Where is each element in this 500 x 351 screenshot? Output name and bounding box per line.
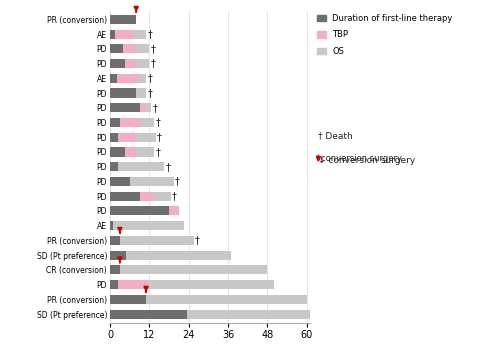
Bar [110, 133, 118, 142]
Bar [110, 29, 115, 39]
Bar [110, 295, 146, 304]
Text: †: † [148, 29, 152, 39]
Bar [110, 44, 150, 53]
Bar [123, 44, 134, 53]
Text: †: † [195, 236, 200, 245]
Bar [110, 295, 306, 304]
Text: †: † [156, 118, 160, 127]
Text: †: † [156, 147, 160, 157]
Text: † Death: † Death [318, 131, 353, 140]
Bar [110, 118, 154, 127]
Bar [110, 310, 310, 319]
Text: †: † [152, 103, 157, 113]
Legend: Duration of first-line therapy, TBP, OS: Duration of first-line therapy, TBP, OS [314, 11, 456, 59]
Bar [110, 177, 174, 186]
Bar [110, 310, 187, 319]
Bar [110, 29, 146, 39]
Bar [125, 147, 136, 157]
Bar [125, 59, 136, 68]
Bar [140, 192, 152, 201]
Text: †: † [150, 44, 156, 54]
Bar [110, 162, 118, 171]
Text: †: † [148, 88, 152, 98]
Bar [110, 162, 164, 171]
Bar [110, 265, 120, 274]
Bar [110, 251, 232, 260]
Bar [110, 118, 120, 127]
Bar [110, 59, 150, 68]
Bar [110, 177, 130, 186]
Text: ↓ conversion surgery: ↓ conversion surgery [318, 156, 415, 165]
Bar [169, 206, 179, 216]
Text: †: † [172, 191, 177, 201]
Text: †: † [148, 73, 152, 83]
Bar [110, 206, 169, 216]
Bar [110, 88, 146, 98]
Bar [118, 133, 136, 142]
Text: †: † [150, 59, 156, 68]
Text: conversion surgery: conversion surgery [321, 154, 402, 164]
Bar [116, 74, 138, 83]
Bar [110, 103, 151, 112]
Bar [110, 147, 154, 157]
Bar [110, 59, 125, 68]
Bar [110, 88, 136, 98]
Bar [110, 236, 194, 245]
Bar [110, 236, 120, 245]
Bar [110, 280, 118, 289]
Bar [110, 74, 146, 83]
Bar [110, 147, 125, 157]
Bar [110, 221, 184, 230]
Bar [110, 15, 136, 24]
Bar [120, 118, 140, 127]
Bar [110, 265, 268, 274]
Bar [110, 15, 136, 24]
Bar [110, 192, 140, 201]
Bar [110, 206, 179, 216]
Bar [118, 280, 148, 289]
Bar [110, 280, 274, 289]
Text: †: † [166, 162, 170, 172]
Bar [110, 133, 156, 142]
Bar [110, 44, 123, 53]
Bar [140, 103, 146, 112]
Bar [110, 251, 126, 260]
Text: †: † [157, 132, 162, 142]
Bar [110, 103, 140, 112]
Bar [110, 192, 170, 201]
Bar [115, 29, 133, 39]
Text: †: † [175, 177, 180, 186]
Bar [110, 74, 116, 83]
Bar [110, 221, 114, 230]
